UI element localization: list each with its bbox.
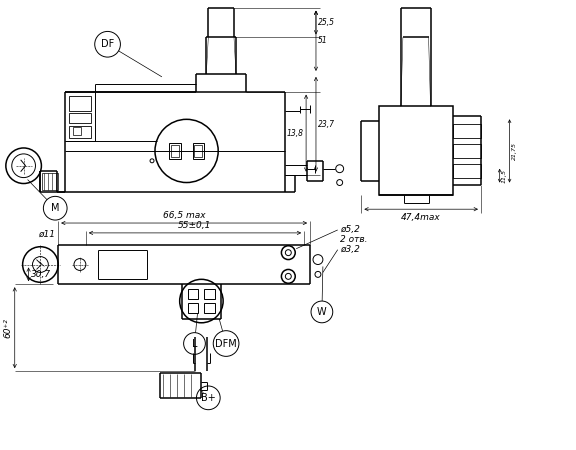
- Text: M: M: [51, 203, 59, 213]
- Text: DFM: DFM: [215, 338, 237, 348]
- Bar: [453, 144, 481, 158]
- Text: ø11: ø11: [38, 230, 55, 239]
- Bar: [188, 303, 199, 313]
- Bar: [453, 124, 481, 138]
- Text: W: W: [317, 307, 327, 317]
- Text: L: L: [192, 338, 197, 348]
- Text: 25,5: 25,5: [318, 18, 335, 27]
- Text: 55±0,1: 55±0,1: [179, 221, 211, 230]
- Bar: [379, 107, 453, 195]
- Text: B+: B+: [201, 393, 215, 403]
- Bar: [192, 143, 204, 159]
- Bar: [69, 126, 91, 138]
- Text: 11,5: 11,5: [502, 169, 507, 183]
- Text: 60⁺²: 60⁺²: [4, 318, 13, 338]
- Text: 23,7: 23,7: [318, 120, 335, 129]
- Bar: [169, 143, 181, 159]
- Bar: [43, 173, 58, 190]
- Text: 2 отв.: 2 отв.: [340, 235, 367, 244]
- Text: ø3,2: ø3,2: [340, 245, 359, 254]
- Bar: [171, 145, 179, 157]
- Text: 30,7: 30,7: [31, 270, 51, 279]
- Bar: [69, 95, 91, 112]
- Text: 21,75: 21,75: [511, 142, 517, 160]
- Bar: [73, 127, 81, 135]
- Text: DF: DF: [101, 39, 114, 49]
- Text: 66,5 max: 66,5 max: [163, 211, 206, 220]
- Bar: [204, 289, 215, 299]
- Bar: [69, 113, 91, 123]
- Text: 47,4max: 47,4max: [401, 213, 441, 222]
- Text: ø5,2: ø5,2: [340, 225, 359, 234]
- Bar: [188, 289, 199, 299]
- Bar: [204, 303, 215, 313]
- Bar: [453, 164, 481, 178]
- Text: 13,8: 13,8: [287, 129, 304, 138]
- Text: 51: 51: [318, 36, 328, 45]
- Bar: [195, 145, 202, 157]
